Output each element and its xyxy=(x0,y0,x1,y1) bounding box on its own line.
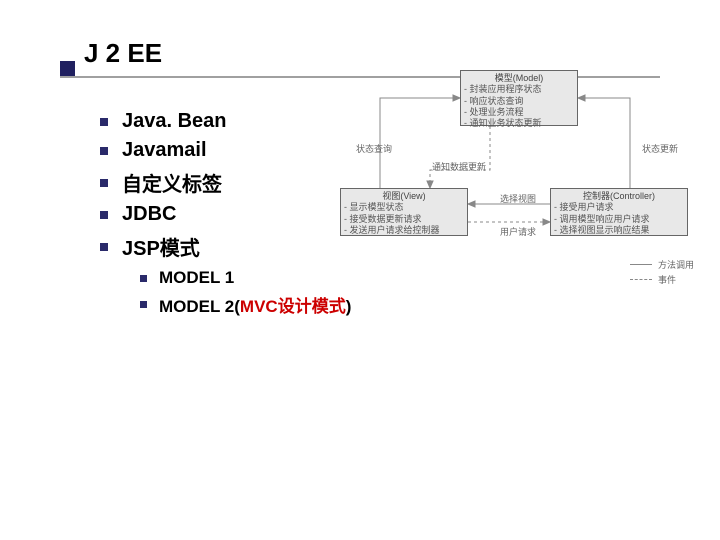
legend-row-solid: 方法调用 xyxy=(630,258,694,271)
edge-label-state-query: 状态查询 xyxy=(356,142,392,155)
bullet-text: JDBC xyxy=(122,203,176,226)
bullet-plain: MODEL 2( xyxy=(159,297,240,316)
edge-label-notify-update: 通知数据更新 xyxy=(432,160,486,173)
diagram-box-view: 视图(View) - 显示模型状态 - 接受数据更新请求 - 发送用户请求给控制… xyxy=(340,188,468,236)
box-line: - 接受数据更新请求 xyxy=(344,214,464,225)
legend-line-solid-icon xyxy=(630,264,652,265)
diagram-box-model: 模型(Model) - 封装应用程序状态 - 响应状态查询 - 处理业务流程 -… xyxy=(460,70,578,126)
bullet-plain: MODEL 1 xyxy=(159,268,234,287)
list-item: Javamail xyxy=(100,139,227,162)
legend-row-dashed: 事件 xyxy=(630,273,694,286)
edge-label-select-view: 选择视图 xyxy=(500,192,536,205)
bullet-square-icon xyxy=(100,118,108,126)
box-title: 视图(View) xyxy=(344,191,464,202)
box-line: - 选择视图显示响应结果 xyxy=(554,225,684,236)
box-title: 控制器(Controller) xyxy=(554,191,684,202)
title-wrap: J 2 EE xyxy=(84,38,162,69)
bullet-text: JSP模式 xyxy=(122,232,200,261)
diagram-legend: 方法调用 事件 xyxy=(630,256,694,286)
box-line: - 显示模型状态 xyxy=(344,202,464,213)
bullet-text: MODEL 2(MVC设计模式) xyxy=(159,292,351,317)
box-line: - 响应状态查询 xyxy=(464,96,574,107)
edge-label-user-request: 用户请求 xyxy=(500,225,536,238)
list-item: 自定义标签 xyxy=(100,168,227,197)
list-item: MODEL 2(MVC设计模式) xyxy=(140,292,351,317)
bullet-text: MODEL 1 xyxy=(159,268,234,288)
list-item: Java. Bean xyxy=(100,110,227,133)
bullet-text: 自定义标签 xyxy=(122,168,222,197)
bullet-square-icon xyxy=(100,179,108,187)
bullet-square-icon xyxy=(100,211,108,219)
legend-label: 方法调用 xyxy=(658,258,694,271)
edge-label-state-update: 状态更新 xyxy=(642,142,678,155)
box-line: - 发送用户请求给控制器 xyxy=(344,225,464,236)
page-title: J 2 EE xyxy=(84,38,162,68)
bullet-square-icon xyxy=(140,275,147,282)
legend-label: 事件 xyxy=(658,273,676,286)
list-item: JDBC xyxy=(100,203,227,226)
box-line: - 处理业务流程 xyxy=(464,107,574,118)
title-accent-square xyxy=(60,61,75,76)
bullet-red: MVC设计模式 xyxy=(240,297,346,316)
bullet-text: Javamail xyxy=(122,139,207,162)
bullet-square-icon xyxy=(140,301,147,308)
box-line: - 接受用户请求 xyxy=(554,202,684,213)
bullet-square-icon xyxy=(100,147,108,155)
box-title: 模型(Model) xyxy=(464,73,574,84)
diagram-box-controller: 控制器(Controller) - 接受用户请求 - 调用模型响应用户请求 - … xyxy=(550,188,688,236)
box-line: - 通知业务状态更新 xyxy=(464,118,574,129)
box-line: - 封装应用程序状态 xyxy=(464,84,574,95)
bullet-tail: ) xyxy=(346,297,352,316)
bullet-square-icon xyxy=(100,243,108,251)
legend-line-dashed-icon xyxy=(630,279,652,280)
mvc-diagram: 模型(Model) - 封装应用程序状态 - 响应状态查询 - 处理业务流程 -… xyxy=(320,70,700,280)
bullet-list-level1: Java. Bean Javamail 自定义标签 JDBC JSP模式 xyxy=(100,110,227,267)
list-item: JSP模式 xyxy=(100,232,227,261)
slide: J 2 EE Java. Bean Javamail 自定义标签 JDBC JS… xyxy=(0,0,720,540)
box-line: - 调用模型响应用户请求 xyxy=(554,214,684,225)
bullet-text: Java. Bean xyxy=(122,110,227,133)
